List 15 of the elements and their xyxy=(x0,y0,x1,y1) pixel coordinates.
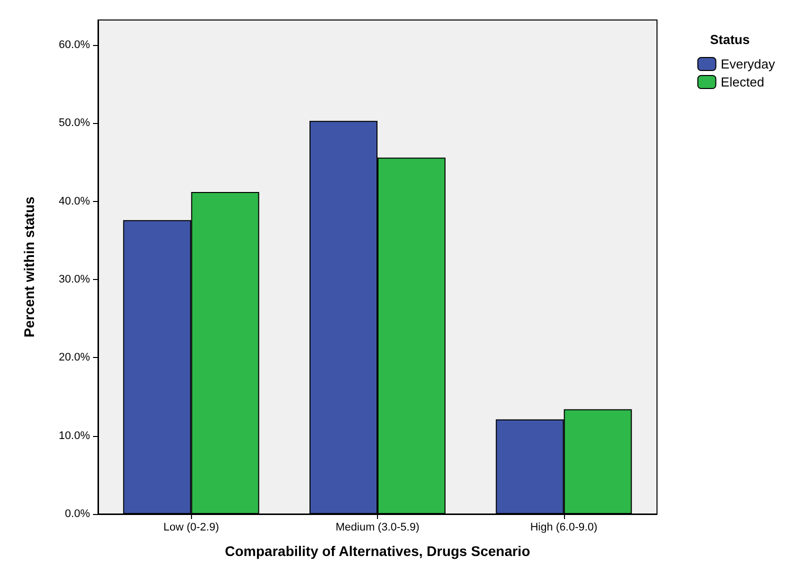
y-tick-label: 10.0% xyxy=(58,430,90,442)
y-axis-title: Percent within status xyxy=(21,196,37,338)
legend-label: Elected xyxy=(720,74,764,90)
y-tick-label: 50.0% xyxy=(58,117,90,130)
y-tick-label: 20.0% xyxy=(58,352,90,364)
x-tick-label: Medium (3.0-5.9) xyxy=(336,522,420,534)
y-tick-label: 60.0% xyxy=(58,39,90,52)
x-tick-label: High (6.0-9.0) xyxy=(530,522,598,534)
y-tick-label: 40.0% xyxy=(58,195,90,208)
y-tick-label: 0.0% xyxy=(64,508,90,520)
legend-title: Status xyxy=(710,32,750,47)
y-tick-label: 30.0% xyxy=(58,274,90,286)
x-axis-title: Comparability of Alternatives, Drugs Scenario xyxy=(224,543,530,559)
x-tick-label: Low (0-2.9) xyxy=(163,522,219,534)
legend-label: Everyday xyxy=(720,56,776,72)
